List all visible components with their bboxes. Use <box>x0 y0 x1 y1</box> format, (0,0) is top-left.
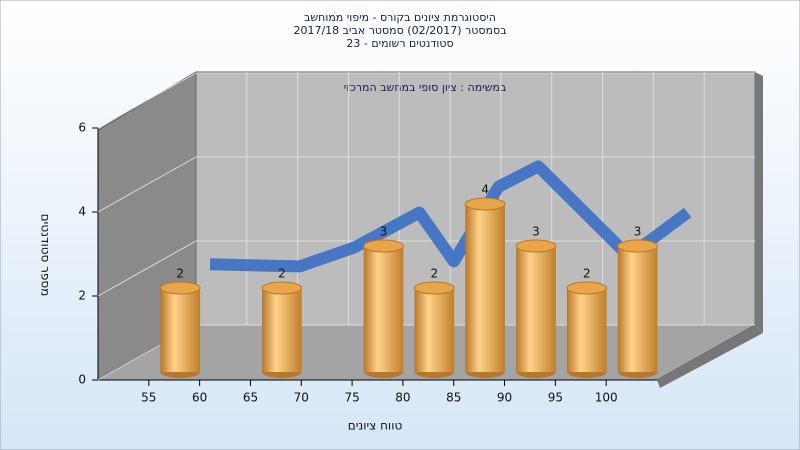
y-tick-label: 4 <box>78 205 86 219</box>
data-label: 4 <box>481 183 489 197</box>
title-line: סטודנטים רשומים - 23 <box>346 37 453 50</box>
grid-line <box>97 72 197 129</box>
bar-top <box>566 281 608 295</box>
grid-line <box>97 156 197 213</box>
title-line: בסמסטר (02/2017) סמסטר אביב 2017/18 <box>293 24 506 37</box>
bar-top <box>261 281 303 295</box>
bar <box>363 246 404 372</box>
bar <box>262 288 302 372</box>
data-label: 2 <box>176 267 184 281</box>
bar-top <box>515 239 557 253</box>
bar <box>465 204 505 372</box>
y-axis-label: מספר סטודנטים <box>39 214 53 297</box>
x-tick-label: 65 <box>243 391 258 405</box>
data-label: 3 <box>634 225 642 239</box>
y-tick-label: 2 <box>78 289 86 303</box>
y-tick-label: 0 <box>78 373 86 387</box>
y-tick-label: 6 <box>78 121 86 135</box>
x-tick-label: 55 <box>141 391 156 405</box>
bar-top <box>464 197 506 211</box>
x-tick-label: 85 <box>446 391 461 405</box>
data-label: 2 <box>278 267 286 281</box>
floor-edge <box>657 325 763 388</box>
bar <box>617 246 658 372</box>
bar-top <box>617 239 658 253</box>
bar <box>160 288 201 372</box>
bar <box>414 288 455 372</box>
title-line: היסטוגרמת ציונים בקורס - מיפוי ממוחשב <box>304 11 496 24</box>
x-tick-label: 100 <box>595 391 618 405</box>
data-label: 2 <box>583 267 591 281</box>
x-tick-label: 80 <box>395 391 410 405</box>
bar-top <box>363 239 404 253</box>
x-tick-label: 70 <box>294 391 309 405</box>
curve <box>209 160 692 273</box>
x-axis-label: טווח ציונים <box>348 419 403 433</box>
x-tick-label: 60 <box>192 391 207 405</box>
bar <box>516 246 556 372</box>
data-label: 3 <box>532 225 540 239</box>
x-tick-label: 75 <box>344 391 359 405</box>
bar-top <box>413 281 455 295</box>
grid-line <box>97 240 197 297</box>
wall-edge <box>755 72 763 333</box>
x-tick-label: 90 <box>497 391 512 405</box>
subtitle: במשימה : ציון סופי במחשב המרכזי <box>344 81 507 94</box>
x-tick-label: 95 <box>548 391 563 405</box>
data-label: 2 <box>430 267 438 281</box>
data-label: 3 <box>380 225 388 239</box>
bar <box>566 288 607 372</box>
bar-top <box>159 281 201 295</box>
